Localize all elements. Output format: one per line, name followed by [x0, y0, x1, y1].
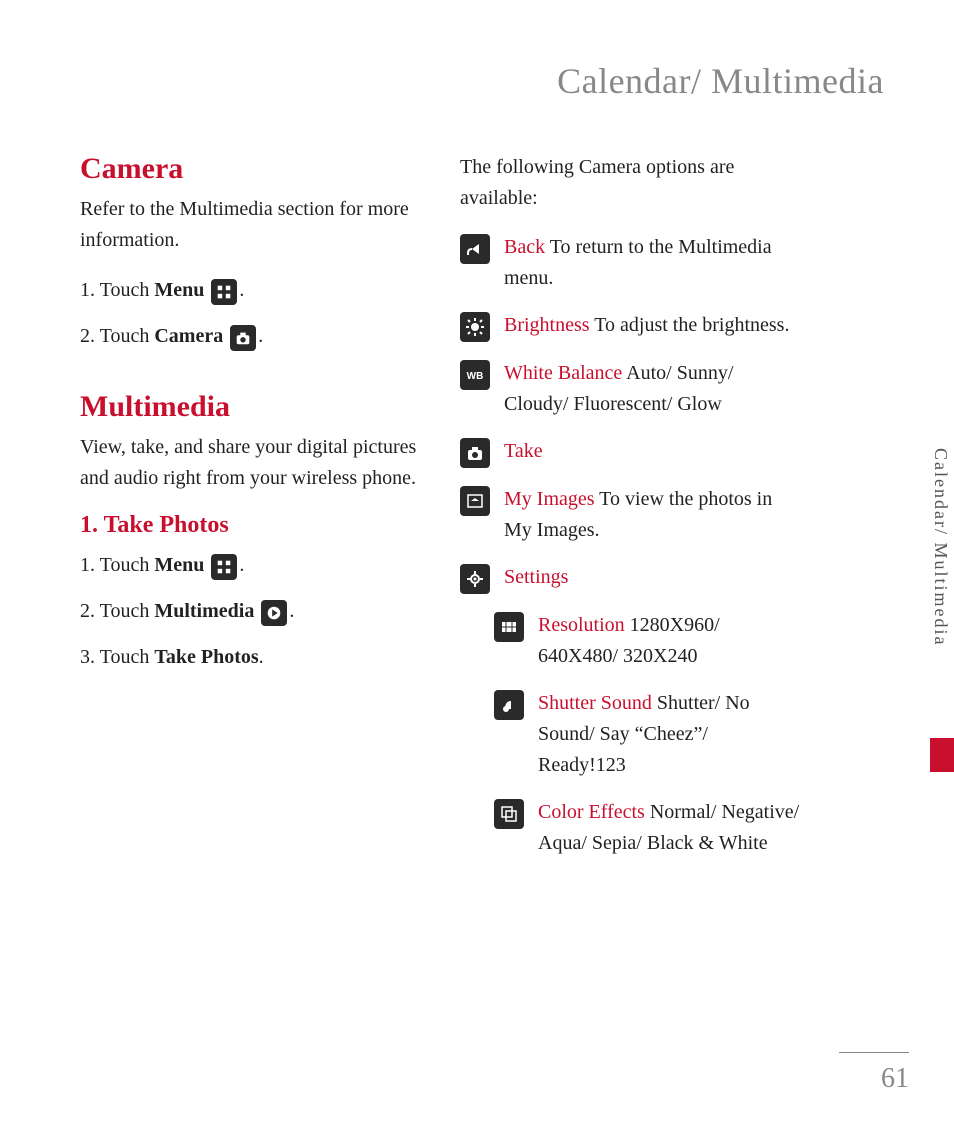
options-list: Back To return to the Multimedia menu. B…: [460, 232, 800, 859]
brightness-icon: [460, 312, 490, 342]
step-bold: Multimedia: [154, 600, 254, 622]
option-label: Take: [504, 440, 543, 462]
step-bold: Menu: [154, 279, 204, 301]
option-item: Take: [460, 436, 800, 468]
option-label: Back: [504, 236, 545, 258]
camera-steps: 1. Touch Menu .2. Touch Camera .: [80, 274, 425, 352]
step-item: 1. Touch Menu .: [80, 274, 425, 306]
step-bold: Menu: [154, 554, 204, 576]
multimedia-heading: Multimedia: [80, 390, 425, 424]
option-text: Brightness To adjust the brightness.: [504, 310, 789, 341]
option-text: Color Effects Normal/ Negative/ Aqua/ Se…: [538, 797, 800, 859]
columns: Camera Refer to the Multimedia section f…: [80, 152, 884, 875]
option-text: Shutter Sound Shutter/ No Sound/ Say “Ch…: [538, 688, 800, 781]
step-prefix: 2. Touch: [80, 600, 154, 622]
page-number-wrap: 61: [839, 1052, 909, 1095]
multimedia-body: View, take, and share your digital pictu…: [80, 432, 425, 494]
option-label: White Balance: [504, 362, 622, 384]
step-prefix: 1. Touch: [80, 279, 154, 301]
right-column: The following Camera options are availab…: [460, 152, 800, 875]
step-prefix: 3. Touch: [80, 646, 154, 668]
options-intro: The following Camera options are availab…: [460, 152, 800, 214]
camera-section: Camera Refer to the Multimedia section f…: [80, 152, 425, 352]
grid-icon: [211, 279, 237, 305]
settings-icon: [460, 564, 490, 594]
image-icon: [460, 486, 490, 516]
grid-icon: [211, 554, 237, 580]
option-text: My Images To view the photos in My Image…: [504, 484, 800, 546]
side-tab: Calendar/ Multimedia: [930, 448, 954, 768]
option-label: Shutter Sound: [538, 692, 652, 714]
camera-icon: [230, 325, 256, 351]
step-item: 1. Touch Menu .: [80, 549, 425, 581]
left-column: Camera Refer to the Multimedia section f…: [80, 152, 425, 875]
step-item: 3. Touch Take Photos.: [80, 641, 425, 673]
step-suffix: .: [239, 554, 244, 576]
option-text: Resolution 1280X960/ 640X480/ 320X240: [538, 610, 800, 672]
option-text: Take: [504, 436, 543, 467]
resolution-icon: [494, 612, 524, 642]
option-item: Shutter Sound Shutter/ No Sound/ Say “Ch…: [494, 688, 800, 781]
option-label: My Images: [504, 488, 595, 510]
option-item: Settings: [460, 562, 800, 594]
take-photos-heading: 1. Take Photos: [80, 512, 425, 539]
effects-icon: [494, 799, 524, 829]
option-item: White Balance Auto/ Sunny/ Cloudy/ Fluor…: [460, 358, 800, 420]
option-item: Brightness To adjust the brightness.: [460, 310, 800, 342]
step-suffix: .: [258, 325, 263, 347]
play-icon: [261, 600, 287, 626]
page-title: Calendar/ Multimedia: [80, 60, 884, 102]
option-text: Settings: [504, 562, 568, 593]
option-desc: To adjust the brightness.: [590, 314, 790, 336]
option-text: Back To return to the Multimedia menu.: [504, 232, 800, 294]
option-label: Color Effects: [538, 801, 645, 823]
option-desc: To return to the Multimedia menu.: [504, 236, 772, 289]
step-prefix: 1. Touch: [80, 554, 154, 576]
camera-body: Refer to the Multimedia section for more…: [80, 194, 425, 256]
option-label: Brightness: [504, 314, 590, 336]
back-icon: [460, 234, 490, 264]
option-item: Resolution 1280X960/ 640X480/ 320X240: [494, 610, 800, 672]
multimedia-section: Multimedia View, take, and share your di…: [80, 390, 425, 673]
option-item: My Images To view the photos in My Image…: [460, 484, 800, 546]
option-item: Back To return to the Multimedia menu.: [460, 232, 800, 294]
option-label: Settings: [504, 566, 568, 588]
option-text: White Balance Auto/ Sunny/ Cloudy/ Fluor…: [504, 358, 800, 420]
step-suffix: .: [259, 646, 264, 668]
step-bold: Camera: [154, 325, 223, 347]
side-tab-bar: [930, 738, 954, 772]
side-tab-label: Calendar/ Multimedia: [930, 448, 951, 738]
take-photos-steps: 1. Touch Menu .2. Touch Multimedia .3. T…: [80, 549, 425, 673]
option-label: Resolution: [538, 614, 625, 636]
step-item: 2. Touch Multimedia .: [80, 595, 425, 627]
step-item: 2. Touch Camera .: [80, 320, 425, 352]
step-prefix: 2. Touch: [80, 325, 154, 347]
page-number: 61: [839, 1063, 909, 1095]
wb-icon: [460, 360, 490, 390]
camera-heading: Camera: [80, 152, 425, 186]
sound-icon: [494, 690, 524, 720]
step-suffix: .: [239, 279, 244, 301]
step-suffix: .: [289, 600, 294, 622]
option-item: Color Effects Normal/ Negative/ Aqua/ Se…: [494, 797, 800, 859]
camera-icon: [460, 438, 490, 468]
page-number-line: [839, 1052, 909, 1053]
step-bold: Take Photos: [154, 646, 258, 668]
manual-page: Calendar/ Multimedia Camera Refer to the…: [0, 0, 954, 1145]
